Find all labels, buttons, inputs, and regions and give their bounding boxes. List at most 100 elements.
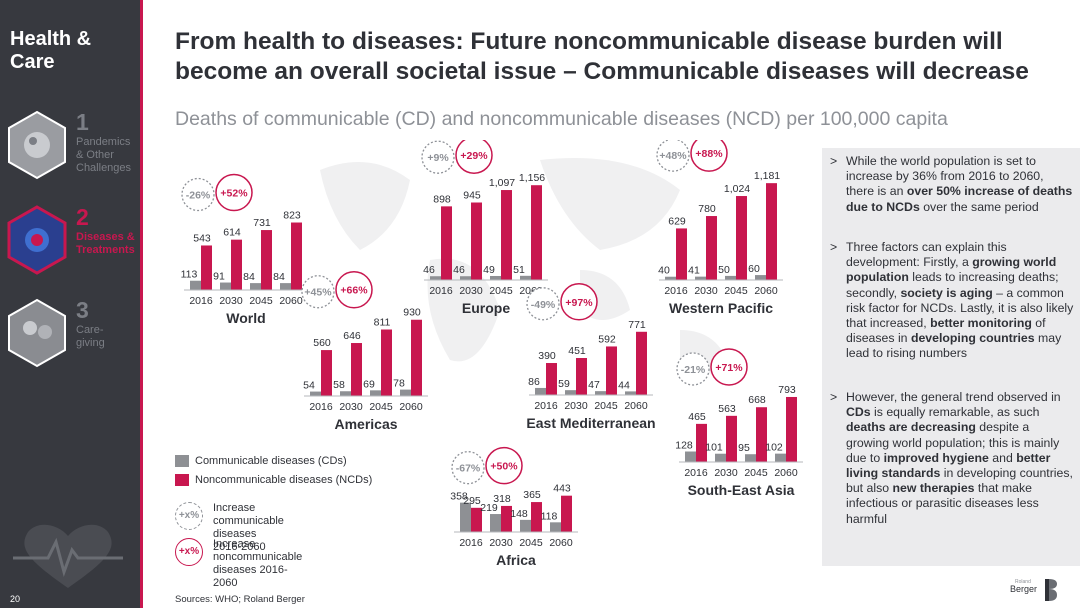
cd-change-bubble: [421, 140, 455, 174]
cd-change-bubble: [676, 352, 710, 386]
cd-value-label: 60: [748, 263, 760, 275]
legend-label: Increase noncommunicable diseases 2016-2…: [213, 538, 303, 589]
cd-bar: [370, 390, 381, 396]
cd-value-label: 49: [483, 264, 495, 276]
note-text-bold: developing countries: [910, 331, 1035, 346]
year-tick-label: 2016: [309, 401, 333, 413]
ncd-value-label: 560: [313, 337, 331, 349]
note-text-bold: society is aging: [900, 285, 993, 300]
sidebar-item-number: 2: [76, 204, 89, 230]
ncd-change-label: +88%: [695, 148, 723, 160]
note-text-bold: better living standards: [846, 450, 1051, 481]
logo-small-text: Roland: [1015, 579, 1031, 585]
sidebar-item-pandemics[interactable]: 1 Pandemics & Other Challenges: [0, 110, 140, 180]
ncd-bar: [766, 183, 777, 280]
ncd-bar: [736, 196, 747, 280]
cd-change-label: -21%: [681, 364, 706, 376]
sidebar-item-diseases[interactable]: 2 Diseases & Treatments: [0, 205, 140, 275]
cd-change-bubble: +x%: [175, 502, 203, 530]
pandemics-photo-icon: [8, 110, 66, 180]
ncd-bar: [531, 502, 542, 532]
note-text-run: – a common risk factor for NCDs. Lastly,…: [846, 285, 1074, 331]
ncd-value-label: 563: [718, 403, 736, 415]
ncd-bar: [546, 363, 557, 395]
ncd-bar: [606, 346, 617, 395]
cd-bar: [520, 519, 531, 532]
region-title: World: [226, 310, 265, 326]
ncd-value-label: 1,181: [754, 170, 780, 182]
ncd-swatch: [175, 474, 189, 486]
cd-value-label: 91: [213, 271, 225, 283]
note-text-run: may lead to rising numbers: [846, 331, 1062, 361]
year-tick-label: 2060: [754, 285, 778, 297]
ncd-value-label: 295: [463, 495, 481, 507]
year-tick-label: 2030: [714, 467, 738, 479]
region-title: Africa: [496, 552, 536, 568]
ncd-bar: [261, 230, 272, 290]
cd-bar: [625, 391, 636, 395]
ncd-value-label: 365: [523, 489, 541, 501]
ncd-bar: [501, 505, 512, 532]
year-tick-label: 2060: [279, 295, 303, 307]
year-tick-label: 2030: [339, 401, 363, 413]
note-text-bold: improved hygiene: [883, 450, 989, 465]
note-text-bold: growing world population: [846, 255, 1057, 285]
note-text-run: is equally remarkable, as such: [870, 405, 1040, 420]
cd-value-label: 84: [243, 271, 255, 283]
note-text-run: that make infectious or parasitic diseas…: [846, 481, 1039, 526]
note-text-run: However, the general trend observed in: [846, 390, 1061, 404]
ncd-bar: [706, 216, 717, 280]
year-tick-label: 2030: [694, 285, 718, 297]
cd-bar: [695, 276, 706, 280]
cd-change-label: -49%: [531, 299, 556, 311]
cd-bar: [220, 282, 231, 290]
year-tick-label: 2045: [744, 467, 768, 479]
cd-value-label: 101: [705, 442, 723, 454]
ncd-value-label: 592: [598, 333, 616, 345]
cd-value-label: 95: [738, 442, 750, 454]
ncd-bar: [501, 190, 512, 280]
cd-value-label: 219: [480, 502, 498, 514]
cd-bar: [460, 276, 471, 280]
region-title: East Mediterranean: [526, 415, 655, 431]
year-tick-label: 2045: [369, 401, 393, 413]
ncd-change-bubble: [690, 140, 728, 172]
cd-value-label: 58: [333, 379, 345, 391]
cd-bar: [490, 514, 501, 532]
ncd-bar: [291, 222, 302, 290]
note-text-run: of diseases in: [846, 316, 1046, 346]
cd-bar: [565, 390, 576, 395]
ncd-value-label: 1,097: [489, 177, 515, 189]
cd-change-bubble: [451, 451, 485, 485]
cd-bar: [535, 387, 546, 395]
note-bullet: >: [830, 390, 838, 404]
cd-change-label: -67%: [456, 463, 481, 475]
year-tick-label: 2016: [189, 295, 213, 307]
note-text: While the world population is set to inc…: [846, 154, 1074, 215]
ncd-change-label: +50%: [490, 461, 518, 473]
year-tick-label: 2016: [534, 400, 558, 412]
legend-label: Increase communicable diseases 2016-2060: [213, 502, 284, 553]
note-bullet: >: [830, 240, 838, 254]
page-subtitle: Deaths of communicable (CD) and noncommu…: [175, 108, 948, 130]
cd-value-label: 40: [658, 265, 670, 277]
year-tick-label: 2016: [429, 285, 453, 297]
year-tick-label: 2045: [249, 295, 273, 307]
cd-bar: [280, 283, 291, 290]
sidebar-item-caregiving[interactable]: 3 Care- giving: [0, 298, 140, 368]
ncd-value-label: 1,024: [724, 183, 750, 195]
ncd-bar: [321, 350, 332, 396]
year-tick-label: 2030: [459, 285, 483, 297]
ncd-value-label: 451: [568, 345, 586, 357]
ncd-value-label: 318: [493, 493, 511, 505]
cd-value-label: 54: [303, 380, 315, 392]
ncd-bar: [471, 507, 482, 532]
note-text: However, the general trend observed in C…: [846, 390, 1074, 527]
caregiving-photo-icon: [8, 298, 66, 368]
note-text: Three factors can explain this developme…: [846, 240, 1074, 362]
note-text-run: over the same period: [919, 199, 1039, 214]
ncd-change-bubble: [560, 283, 598, 321]
ncd-bar: [786, 396, 797, 462]
cd-bar: [725, 275, 736, 280]
region-title: Europe: [462, 300, 510, 316]
